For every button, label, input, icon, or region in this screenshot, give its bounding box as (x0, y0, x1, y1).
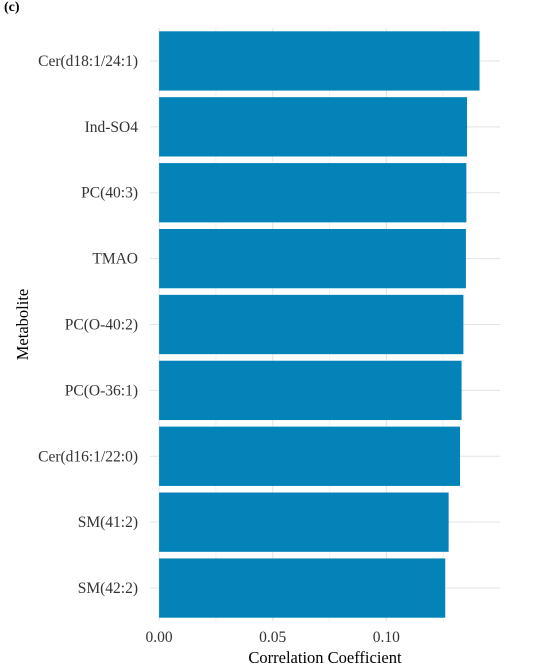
bar (159, 228, 466, 289)
bar (159, 360, 462, 421)
bar (159, 492, 449, 552)
category-label: PC(O-40:2) (65, 317, 138, 334)
x-tick-labels: 0.00 0.05 0.10 (146, 629, 401, 646)
bar (159, 163, 467, 223)
x-axis-title: Correlation Coefficient (248, 648, 402, 667)
bar (159, 426, 460, 486)
category-label: PC(O-36:1) (65, 382, 138, 399)
y-axis-title: Metabolite (13, 289, 32, 360)
x-tick-label: 0.10 (373, 629, 400, 646)
category-label: Ind-SO4 (85, 119, 139, 136)
bar (159, 97, 468, 157)
category-label: SM(42:2) (78, 580, 138, 597)
bar (159, 558, 446, 618)
category-labels: Cer(d18:1/24:1) Ind-SO4 PC(40:3) TMAO PC(O-4… (38, 53, 138, 597)
category-label: Cer(d18:1/24:1) (38, 53, 138, 70)
category-label: TMAO (92, 251, 138, 268)
x-tick-label: 0.00 (146, 629, 173, 646)
category-label: PC(40:3) (81, 185, 138, 202)
bar (159, 294, 464, 355)
category-label: Cer(d16:1/22:0) (38, 448, 138, 465)
x-tick-label: 0.05 (259, 629, 286, 646)
bars (159, 31, 480, 618)
category-label: SM(41:2) (78, 514, 138, 531)
bar (159, 31, 480, 91)
panel-label: (c) (4, 0, 20, 15)
